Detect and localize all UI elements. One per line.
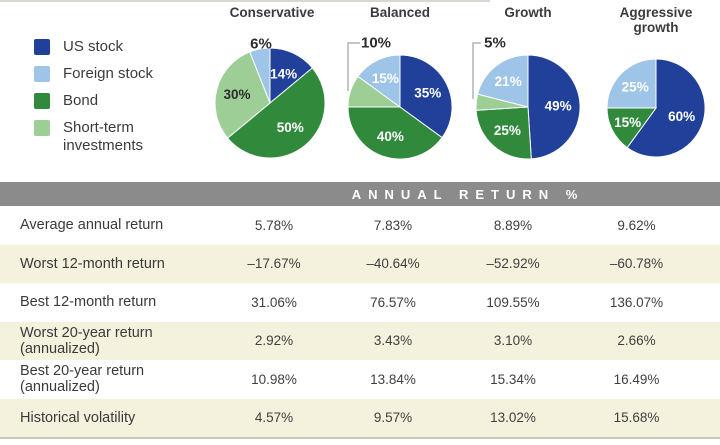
pie-slice-foreign_stock (476, 54, 529, 108)
pie-slice-label: 60% (668, 109, 695, 124)
pie-slice-us_stock (399, 54, 453, 139)
legend-item-short_term: Short-term investments (34, 119, 181, 155)
pie-slice-bond (347, 106, 443, 160)
pie-legend: US stock Foreign stock Bond Short-term inve… (34, 38, 181, 155)
pie-slice-label: 30% (223, 87, 250, 102)
bottom-divider (0, 437, 720, 439)
table-row: Average annual return 5.78% 7.83% 8.89% 9.62… (0, 206, 720, 245)
row-label: Historical volatility (20, 409, 136, 426)
annual-return-table: Average annual return 5.78% 7.83% 8.89% 9.62… (0, 206, 720, 437)
value-cell-conservative: 2.92% (254, 333, 294, 349)
annual-return-header: ANNUAL RETURN % (0, 182, 720, 206)
pie-slice-label: 21% (495, 74, 522, 89)
pie-slice-label: 50% (277, 120, 304, 135)
legend-swatch-foreign_stock (34, 66, 50, 82)
value-cell-growth: 8.89% (493, 217, 533, 233)
value-cell-conservative: 31.06% (251, 294, 297, 310)
pie-slice-foreign_stock (357, 54, 401, 108)
pie-slice-short_term (214, 51, 271, 139)
pie-slice-bond (475, 106, 532, 160)
legend-item-bond: Bond (34, 92, 181, 110)
pie-title-growth: Growth (504, 5, 552, 20)
pie-slice-label: 15% (372, 71, 399, 86)
pie-slice-label: 15% (614, 115, 641, 130)
value-cell-growth: 109.55% (486, 294, 540, 310)
value-cell-growth: 13.02% (490, 410, 536, 426)
table-row: Worst 20-year return (annualized) 2.92% 3.… (0, 321, 720, 360)
pie-slice-label: 49% (545, 99, 572, 114)
legend-swatch-short_term (34, 120, 50, 136)
value-cell-balanced: 3.43% (373, 333, 413, 349)
pie-slice-label: 6% (250, 36, 272, 53)
value-cell-balanced: 13.84% (370, 371, 416, 387)
value-cell-balanced: –40.64% (366, 256, 420, 272)
value-cell-aggressive-growth: 2.66% (617, 333, 656, 349)
value-cell-growth: 15.34% (490, 371, 536, 387)
legend-swatch-us_stock (34, 39, 50, 55)
row-label: Average annual return (20, 217, 164, 234)
row-label: Best 12-month return (20, 294, 157, 311)
value-cell-balanced: 9.57% (373, 410, 413, 426)
value-cell-balanced: 7.83% (373, 217, 413, 233)
pie-slice-label: 14% (270, 67, 297, 82)
top-divider (0, 0, 490, 2)
pie-slice-label: 40% (377, 129, 404, 144)
table-row: Worst 12-month return –17.67% –40.64% –52.9… (0, 244, 720, 283)
value-cell-aggressive-growth: 16.49% (613, 371, 660, 387)
row-label: Worst 20-year return (annualized) (20, 324, 153, 357)
pie-slice-us_stock (626, 58, 706, 158)
callout-line (472, 42, 481, 99)
row-label: Worst 12-month return (20, 255, 165, 272)
table-row: Historical volatility 4.57% 9.57% 13.02% 15.… (0, 398, 720, 437)
pie-title-balanced: Balanced (369, 5, 431, 20)
legend-item-us_stock: US stock (34, 38, 181, 56)
pie-slice-label: 35% (414, 85, 441, 100)
legend-label: Short-term investments (63, 119, 144, 154)
row-label: Best 20-year return (annualized) (20, 363, 145, 396)
pie-slice-us_stock (527, 54, 581, 160)
value-cell-conservative: –17.67% (247, 256, 301, 272)
value-cell-growth: 3.10% (493, 333, 533, 349)
value-cell-conservative: 5.78% (254, 217, 294, 233)
legend-label: Foreign stock (63, 65, 154, 82)
pie-charts: 14% 50% 30% 6% 35% 40% 10% 15% 49% 25% 5% 21% 60% 15%… (214, 35, 706, 160)
value-cell-aggressive-growth: –60.78% (609, 256, 664, 272)
pie-title-aggressive-growth: Aggressive growth (619, 5, 693, 35)
callout-line (347, 42, 360, 91)
value-cell-balanced: 76.57% (370, 294, 416, 310)
pie-slice-label: 25% (622, 80, 649, 95)
pie-slice-label: 10% (361, 35, 391, 52)
table-row: Best 20-year return (annualized) 10.98% 13… (0, 360, 720, 399)
legend-label: Bond (63, 92, 99, 109)
pie-slice-bond (226, 67, 326, 159)
value-cell-aggressive-growth: 136.07% (609, 294, 664, 310)
table-row: Best 12-month return 31.06% 76.57% 109.55% 1… (0, 283, 720, 322)
legend-swatch-bond (34, 93, 50, 109)
legend-item-foreign_stock: Foreign stock (34, 65, 181, 83)
pie-slice-label: 5% (484, 35, 506, 52)
pie-slice-foreign_stock (249, 47, 271, 104)
value-cell-growth: –52.92% (486, 256, 540, 272)
value-cell-aggressive-growth: 9.62% (617, 217, 656, 233)
pie-slice-label: 25% (494, 123, 521, 138)
value-cell-conservative: 10.98% (251, 371, 297, 387)
pie-slice-foreign_stock (606, 58, 657, 109)
legend-label: US stock (63, 38, 124, 55)
value-cell-conservative: 4.57% (254, 410, 294, 426)
value-cell-aggressive-growth: 15.68% (613, 410, 660, 426)
pie-title-conservative: Conservative (229, 5, 315, 20)
